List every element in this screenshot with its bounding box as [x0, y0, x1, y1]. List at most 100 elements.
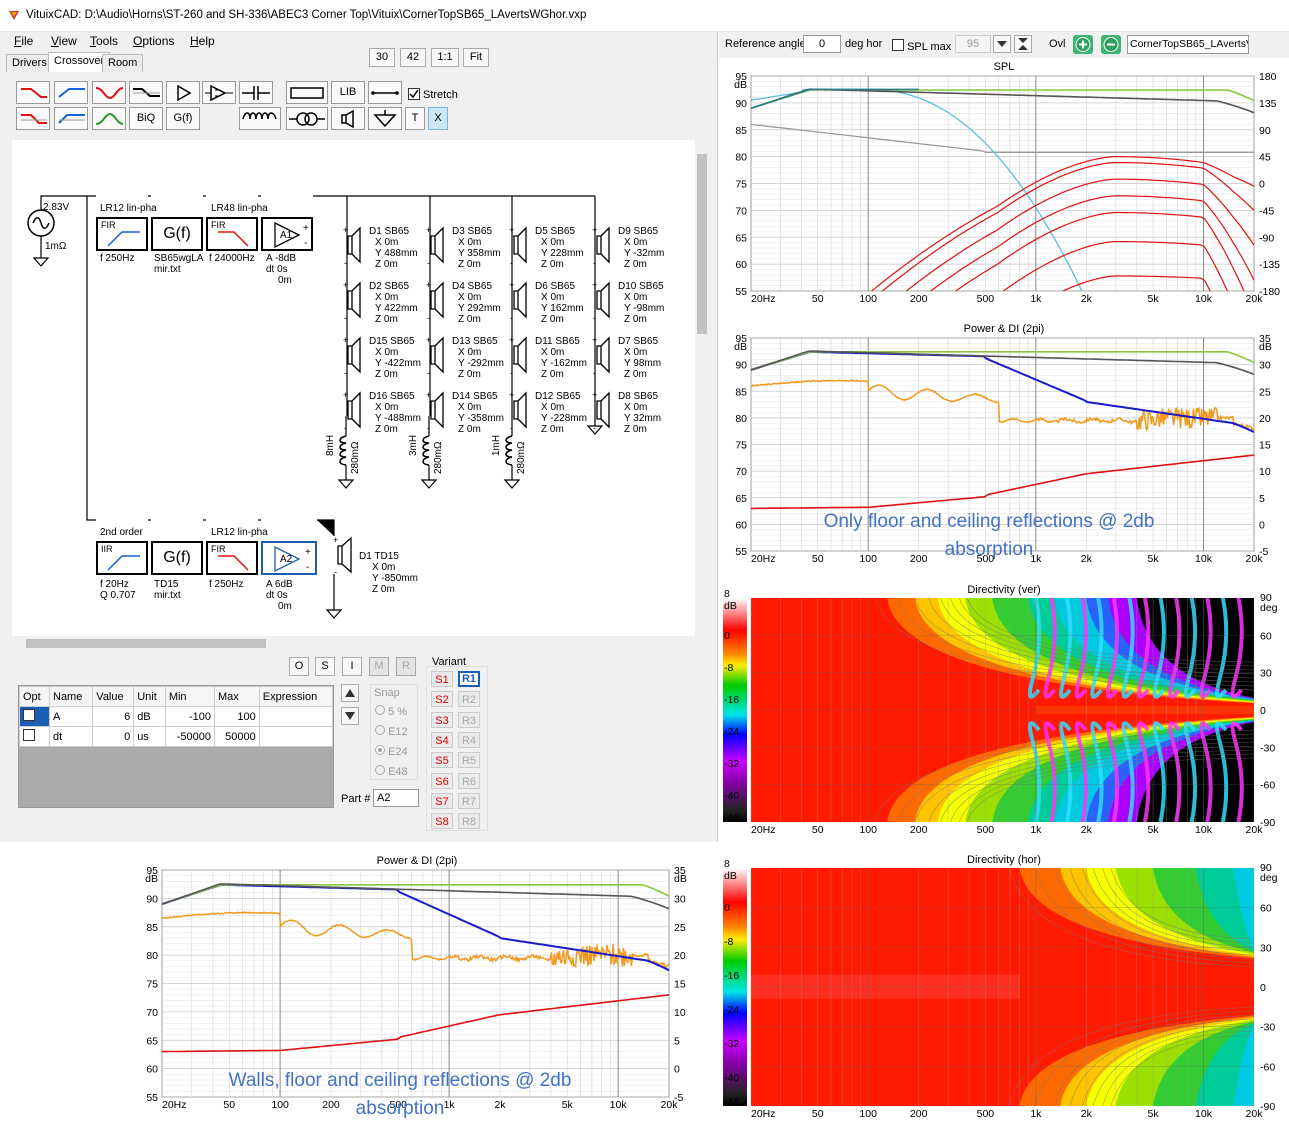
variant-s6-button[interactable]: S6 [431, 772, 453, 789]
variant-r3-button[interactable]: R3 [458, 711, 480, 728]
variant-s8-button[interactable]: S8 [431, 813, 453, 830]
table-row[interactable]: dt 0 us -50000 50000 [19, 726, 334, 747]
amplifier-button[interactable] [166, 81, 200, 104]
menu-view[interactable]: View [51, 34, 77, 48]
driver-button[interactable] [331, 107, 365, 130]
spl-max-input[interactable]: 95 [955, 35, 991, 53]
power-di-chart[interactable]: Power & DI (2pi) 20Hz 50 100 200 500 1k 2k 5k 10k… [719, 320, 1289, 578]
spl-down-button[interactable] [993, 35, 1011, 53]
fir-lowpass-block[interactable]: FIR [206, 217, 258, 251]
variant-s1-button[interactable]: S1 [431, 671, 453, 687]
zoom-1to1-button[interactable]: 1:1 [431, 48, 459, 67]
spl-max-checkbox[interactable]: SPL max [892, 38, 951, 53]
inductor-button[interactable] [239, 107, 281, 130]
param-max[interactable]: 100 [213, 706, 260, 727]
highpass-blue-button[interactable] [54, 81, 88, 104]
variant-s3-button[interactable]: S3 [431, 711, 453, 728]
variant-r6-button[interactable]: R6 [458, 772, 480, 789]
param-max[interactable]: 50000 [213, 726, 260, 747]
lowpass-2-button[interactable] [16, 107, 50, 130]
zoom-fit-button[interactable]: Fit [463, 48, 489, 67]
opt-m-button[interactable]: M [369, 657, 389, 676]
move-up-button[interactable] [341, 684, 359, 702]
menu-file[interactable]: File [14, 34, 34, 48]
variant-r4-button[interactable]: R4 [458, 731, 480, 748]
fir-highpass-block[interactable]: FIR [96, 217, 148, 251]
y-left-tick: 65 [146, 1035, 158, 1047]
ground-button[interactable] [368, 107, 402, 130]
highpass-2-button[interactable] [54, 107, 88, 130]
variant-s7-button[interactable]: S7 [431, 792, 453, 809]
text-button[interactable]: T [405, 107, 425, 130]
menu-help[interactable]: Help [190, 34, 215, 48]
zoom-42-button[interactable]: 42 [400, 48, 426, 67]
param-expression[interactable] [258, 726, 334, 747]
snap-option-e12[interactable]: E12 [375, 725, 408, 738]
resistor-button[interactable] [286, 81, 328, 104]
variant-s2-button[interactable]: S2 [431, 691, 453, 708]
parameter-grid[interactable]: Opt Name Value Unit Min Max Expression A… [18, 685, 334, 808]
table-row[interactable]: A 6 dB -100 100 [19, 706, 334, 727]
transformer-button[interactable] [286, 107, 328, 130]
variant-r1-button[interactable]: R1 [458, 671, 480, 687]
lowpass-red-button[interactable] [16, 81, 50, 104]
directivity-ver-chart[interactable]: Directivity (ver) 8 0 -8 -16 -24 -32 -40 -48 dB 20… [719, 582, 1289, 840]
opt-o-button[interactable]: O [289, 657, 309, 676]
library-button[interactable]: LIB [331, 81, 365, 104]
spl-fit-button[interactable] [1014, 35, 1032, 53]
variant-r8-button[interactable]: R8 [458, 813, 480, 830]
variant-s5-button[interactable]: S5 [431, 752, 453, 769]
gf-block-2[interactable]: G(f) [151, 541, 203, 575]
capacitor-button[interactable] [239, 81, 273, 104]
opt-r-button[interactable]: R [396, 657, 416, 676]
amp-a2-block[interactable]: + - A2 [261, 541, 317, 575]
add-overlay-button[interactable] [1073, 35, 1093, 54]
opt-checkbox[interactable] [19, 726, 50, 747]
power-di-walls-chart[interactable]: Power & DI (2pi) 20Hz 50 100 200 500 1k 2k 5k 10k… [130, 852, 704, 1124]
horizontal-scrollbar[interactable] [12, 636, 695, 650]
variant-r7-button[interactable]: R7 [458, 792, 480, 809]
opt-i-button[interactable]: I [342, 657, 362, 676]
biquad-button[interactable]: BiQ [129, 107, 163, 130]
gf-button[interactable]: G(f) [166, 107, 200, 130]
tab-room[interactable]: Room [102, 54, 144, 72]
gf-block[interactable]: G(f) [151, 217, 203, 251]
variant-s4-button[interactable]: S4 [431, 731, 453, 748]
opt-checkbox[interactable] [19, 706, 50, 727]
stretch-checkbox[interactable]: Stretch [408, 86, 458, 101]
tab-crossover[interactable]: Crossover [48, 52, 111, 72]
snap-option-e48[interactable]: E48 [375, 765, 408, 778]
tab-drivers[interactable]: Drivers [6, 54, 53, 72]
snap-option-e24[interactable]: E24 [375, 745, 408, 758]
directivity-hor-chart[interactable]: Directivity (hor) 8 0 -8 -16 -24 -32 -40 -48 dB 20… [719, 852, 1289, 1124]
menu-options[interactable]: Options [133, 34, 175, 48]
variant-r2-button[interactable]: R2 [458, 691, 480, 708]
vertical-scrollbar[interactable] [695, 140, 709, 636]
variant-r5-button[interactable]: R5 [458, 752, 480, 769]
zoom-30-button[interactable]: 30 [369, 48, 395, 67]
snap-option-5[interactable]: 5 % [375, 705, 407, 718]
spl-chart[interactable]: SPL 20Hz 50 100 200 500 1k 2k 5k 10k 20k 95 90 85 80 75… [719, 58, 1289, 318]
schematic-canvas[interactable]: LR12 lin-pha FIR f 250Hz G(f) SB65wgLA m… [12, 140, 695, 636]
ref-angle-input[interactable]: 0 [803, 35, 841, 53]
wire-button[interactable] [368, 81, 402, 104]
fir-lowpass-block-2[interactable]: FIR [206, 541, 258, 575]
bandpass-green-button[interactable] [92, 107, 126, 130]
param-expression[interactable] [258, 706, 334, 727]
amp-a1-block[interactable]: + - A1 [261, 217, 313, 251]
move-down-button[interactable] [341, 707, 359, 725]
param-value[interactable]: 0 [92, 726, 135, 747]
opt-s-button[interactable]: S [315, 657, 335, 676]
overlay-input[interactable]: CornerTopSB65_LAvertsV [1127, 35, 1249, 54]
bandpass-red-button[interactable] [92, 81, 126, 104]
shelf-button[interactable] [129, 81, 163, 104]
param-min[interactable]: -100 [164, 706, 215, 727]
part-input[interactable]: A2 [373, 789, 419, 807]
param-min[interactable]: -50000 [164, 726, 215, 747]
delete-button[interactable]: X [428, 107, 448, 130]
iir-highpass-block[interactable]: IIR [96, 541, 148, 575]
delay-amp-button[interactable] [202, 81, 236, 104]
remove-overlay-button[interactable] [1101, 35, 1121, 54]
param-value[interactable]: 6 [92, 706, 135, 727]
menu-tools[interactable]: Tools [90, 34, 119, 48]
